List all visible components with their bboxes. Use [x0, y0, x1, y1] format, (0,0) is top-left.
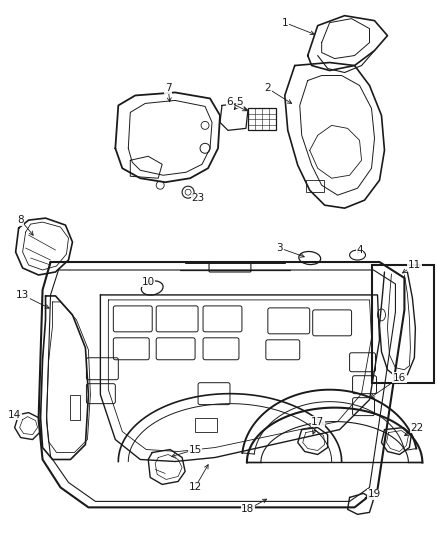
Text: 23: 23 — [191, 193, 204, 203]
Text: 19: 19 — [367, 489, 380, 499]
Text: 18: 18 — [241, 504, 254, 514]
Text: 7: 7 — [165, 84, 171, 93]
Text: 4: 4 — [355, 245, 362, 255]
Text: 8: 8 — [17, 215, 24, 225]
Text: 16: 16 — [392, 373, 405, 383]
Bar — [194, 417, 216, 432]
Text: 13: 13 — [16, 290, 29, 300]
Text: 22: 22 — [410, 423, 423, 433]
Bar — [247, 108, 275, 131]
Bar — [371, 265, 433, 383]
Text: 6: 6 — [226, 98, 233, 108]
Bar — [71, 394, 80, 419]
Text: 17: 17 — [311, 417, 324, 426]
Text: 10: 10 — [141, 277, 155, 287]
Text: 2: 2 — [264, 84, 271, 93]
Text: 5: 5 — [236, 98, 243, 108]
Text: 14: 14 — [8, 410, 21, 419]
Text: 1: 1 — [281, 18, 287, 28]
Text: 15: 15 — [188, 445, 201, 455]
Text: 12: 12 — [188, 482, 201, 492]
Text: 3: 3 — [276, 243, 283, 253]
Bar — [305, 180, 323, 192]
Text: 11: 11 — [407, 260, 420, 270]
